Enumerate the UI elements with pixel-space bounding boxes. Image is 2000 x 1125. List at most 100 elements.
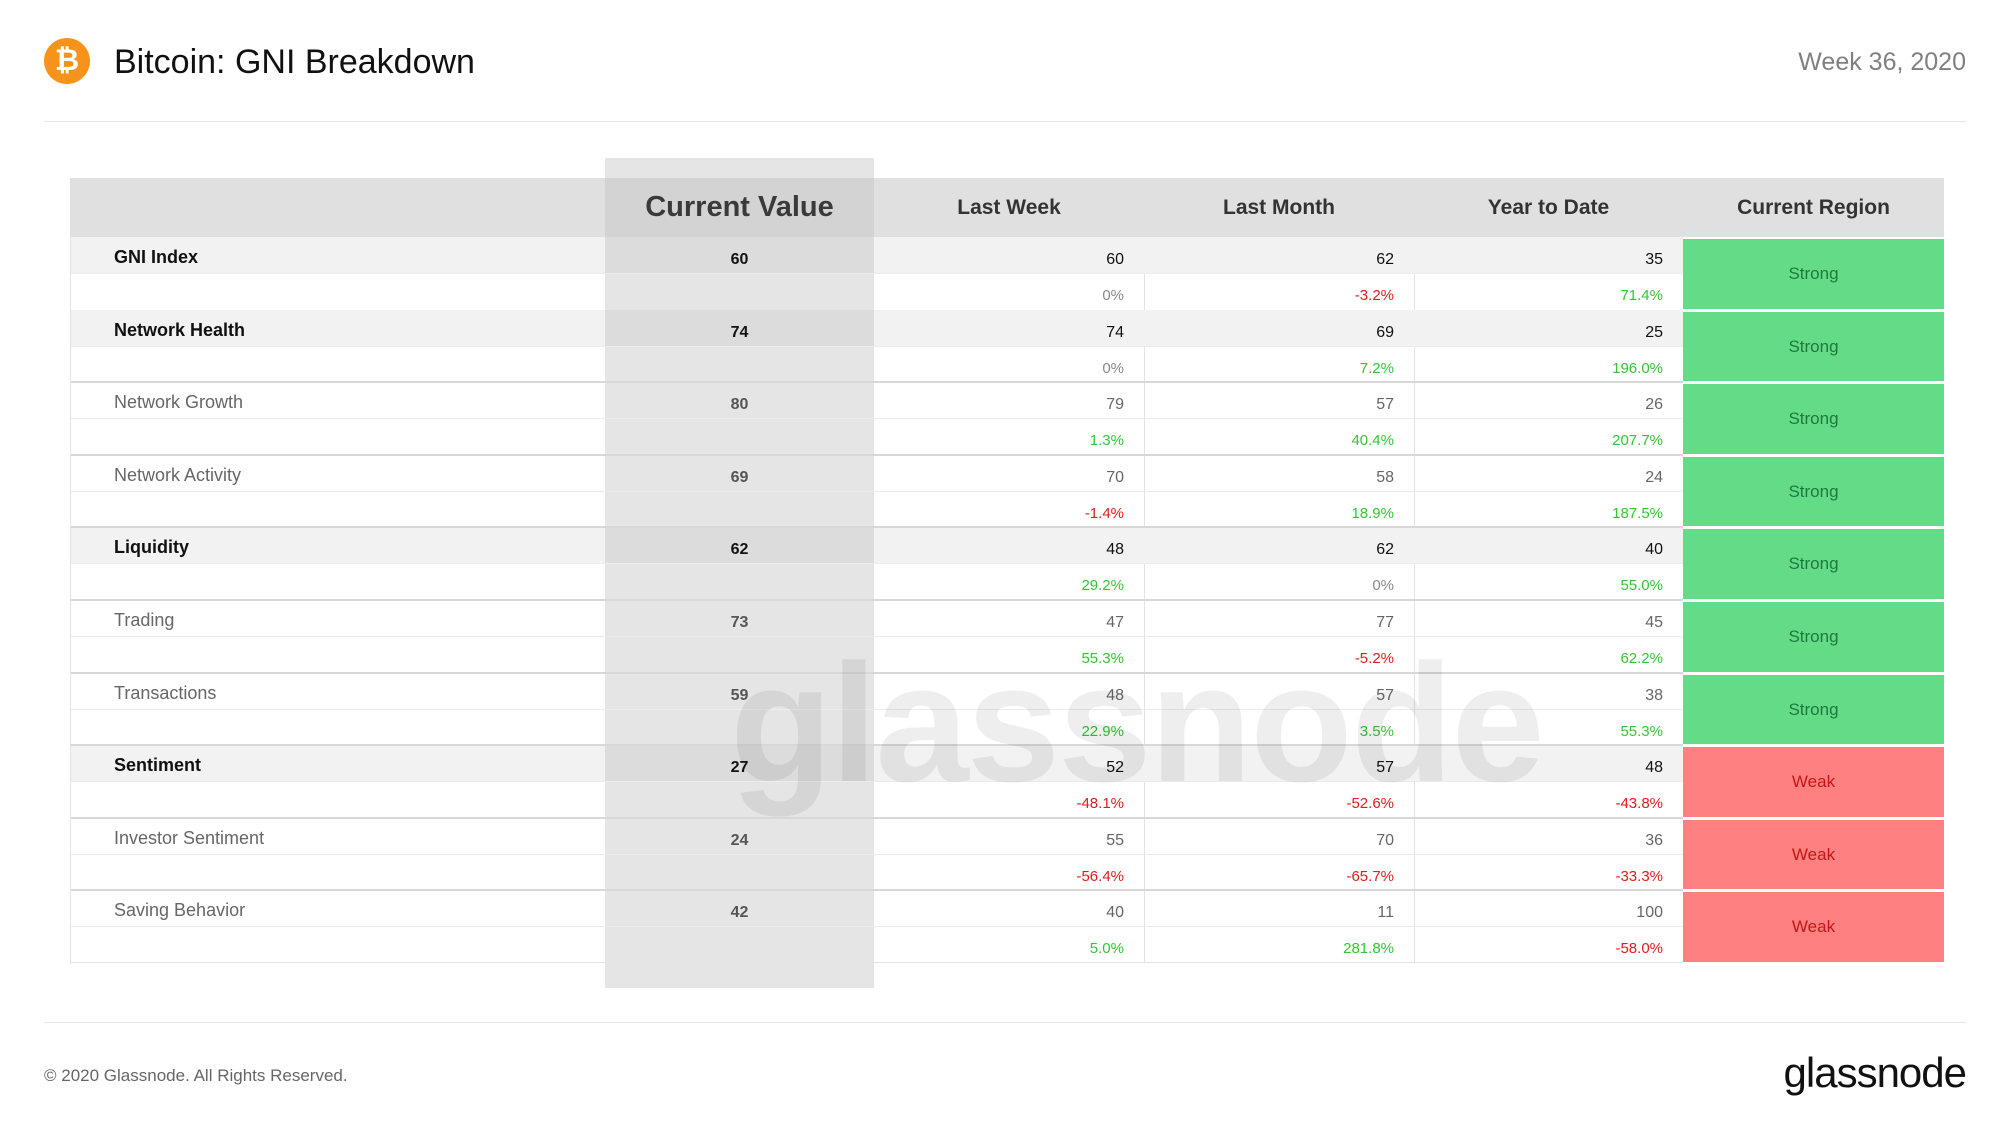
ytd-value-cell: 100 — [1636, 904, 1663, 922]
ytd-change-cell: -58.0% — [1615, 940, 1663, 958]
last-week-value-cell: 40 — [1106, 904, 1124, 922]
row-inner-divider — [70, 563, 1683, 565]
row-inner-divider — [70, 273, 1683, 274]
ytd-value-cell: 40 — [1645, 541, 1663, 559]
last-week-value-cell: 70 — [1106, 468, 1124, 486]
last-week-change-cell: 22.9% — [1081, 722, 1124, 740]
row-divider — [70, 889, 1683, 892]
last-week-change-cell: 0% — [1102, 359, 1124, 377]
current-value-cell: 69 — [730, 468, 749, 486]
copyright-text: © 2020 Glassnode. All Rights Reserved. — [44, 1066, 348, 1085]
ytd-value-cell: 38 — [1645, 686, 1663, 704]
header-cell-current-value: Current Value — [645, 191, 834, 223]
row-band — [874, 237, 1683, 273]
last-week-value-cell: 55 — [1106, 831, 1124, 849]
header: ₿ Bitcoin: GNI Breakdown Week 36, 2020 — [44, 38, 1966, 86]
last-month-change-cell: 7.2% — [1359, 359, 1394, 377]
row-band — [70, 237, 605, 273]
ytd-change-cell: -33.3% — [1615, 867, 1663, 885]
ytd-change-cell: -43.8% — [1615, 795, 1663, 813]
last-month-change-cell: 0% — [1372, 577, 1394, 595]
ytd-value-cell: 48 — [1645, 759, 1663, 777]
current-value-column-bg — [605, 158, 874, 988]
row-band — [70, 309, 605, 346]
row-band — [874, 527, 1683, 564]
row-divider — [70, 671, 1683, 674]
glassnode-logo: glassnode — [1783, 1049, 1967, 1096]
current-region-badge: Strong — [1683, 239, 1944, 309]
row-label: Network Health — [114, 319, 246, 340]
current-value-cell: 27 — [730, 759, 749, 777]
row-divider — [70, 526, 1683, 529]
glassnode-watermark: glassnode — [730, 629, 1545, 817]
row-label: Saving Behavior — [114, 900, 246, 921]
last-month-change-cell: -5.2% — [1354, 650, 1394, 667]
last-month-value-cell: 69 — [1376, 323, 1394, 341]
row-band-current-value — [605, 309, 874, 346]
row-divider — [70, 744, 1683, 747]
current-value-cell: 73 — [730, 614, 749, 631]
last-week-change-cell: 5.0% — [1089, 940, 1124, 958]
row-label: GNI Index — [114, 247, 199, 267]
ytd-value-cell: 45 — [1645, 614, 1663, 631]
row-inner-divider — [70, 926, 1683, 928]
last-month-change-cell: 281.8% — [1343, 940, 1394, 958]
current-value-cell: 60 — [730, 251, 749, 268]
row-label: Liquidity — [114, 537, 189, 558]
row-inner-divider — [70, 636, 1683, 637]
current-value-header-bg — [605, 178, 874, 237]
row-label: Sentiment — [114, 755, 202, 776]
current-region-badge: Strong — [1683, 674, 1944, 745]
last-week-change-cell: 0% — [1102, 287, 1124, 304]
current-region-badge: Strong — [1683, 529, 1944, 599]
last-month-change-cell: 3.5% — [1359, 722, 1394, 740]
row-inner-divider — [70, 345, 1683, 347]
last-week-change-cell: -56.4% — [1076, 867, 1124, 885]
row-band-current-value — [605, 237, 874, 273]
last-week-change-cell: 55.3% — [1081, 650, 1124, 667]
header-divider — [44, 121, 1966, 122]
ytd-value-cell: 25 — [1645, 323, 1663, 341]
footer-divider — [44, 1022, 1966, 1023]
last-month-change-cell: 18.9% — [1351, 504, 1394, 522]
bitcoin-symbol: ₿ — [54, 43, 80, 78]
row-label: Investor Sentiment — [114, 827, 265, 848]
current-region-badge: Strong — [1683, 602, 1944, 672]
last-month-value-cell: 58 — [1376, 468, 1394, 486]
last-week-change-cell: -1.4% — [1084, 504, 1124, 522]
ytd-value-cell: 26 — [1645, 396, 1663, 414]
table-header-band — [70, 178, 1944, 237]
row-label: Trading — [114, 610, 175, 630]
row-band — [874, 309, 1683, 346]
last-week-value-cell: 74 — [1106, 323, 1124, 341]
ytd-change-cell: 71.4% — [1620, 287, 1663, 304]
current-region-badge: Weak — [1683, 747, 1944, 817]
row-inner-divider — [70, 781, 1683, 783]
current-value-cell: 80 — [730, 396, 749, 414]
last-week-value-cell: 79 — [1106, 396, 1124, 414]
last-month-value-cell: 11 — [1377, 904, 1394, 922]
current-region-badge: Weak — [1683, 892, 1944, 962]
current-region-badge: Strong — [1683, 384, 1944, 454]
ytd-change-cell: 207.7% — [1612, 432, 1663, 450]
ytd-change-cell: 187.5% — [1612, 504, 1663, 522]
table-bottom-border — [70, 962, 1683, 963]
bitcoin-logo-icon: ₿ — [44, 38, 90, 84]
last-month-change-cell: -52.6% — [1346, 795, 1394, 813]
row-label: Network Activity — [114, 464, 242, 485]
last-week-value-cell: 47 — [1106, 614, 1124, 631]
ytd-change-cell: 196.0% — [1612, 359, 1663, 377]
last-week-change-cell: -48.1% — [1076, 795, 1124, 813]
row-inner-divider — [70, 708, 1683, 710]
row-inner-divider — [70, 418, 1683, 420]
row-label: Transactions — [114, 682, 217, 703]
current-region-badge: Strong — [1683, 456, 1944, 527]
row-inner-divider — [70, 490, 1683, 492]
last-week-value-cell: 52 — [1106, 759, 1124, 777]
current-value-cell: 59 — [730, 686, 749, 704]
header-cell-last-month: Last Month — [1223, 196, 1335, 219]
row-inner-divider — [70, 853, 1683, 855]
current-value-cell: 62 — [730, 541, 749, 559]
last-month-value-cell: 57 — [1376, 759, 1394, 777]
ytd-value-cell: 24 — [1645, 468, 1663, 486]
